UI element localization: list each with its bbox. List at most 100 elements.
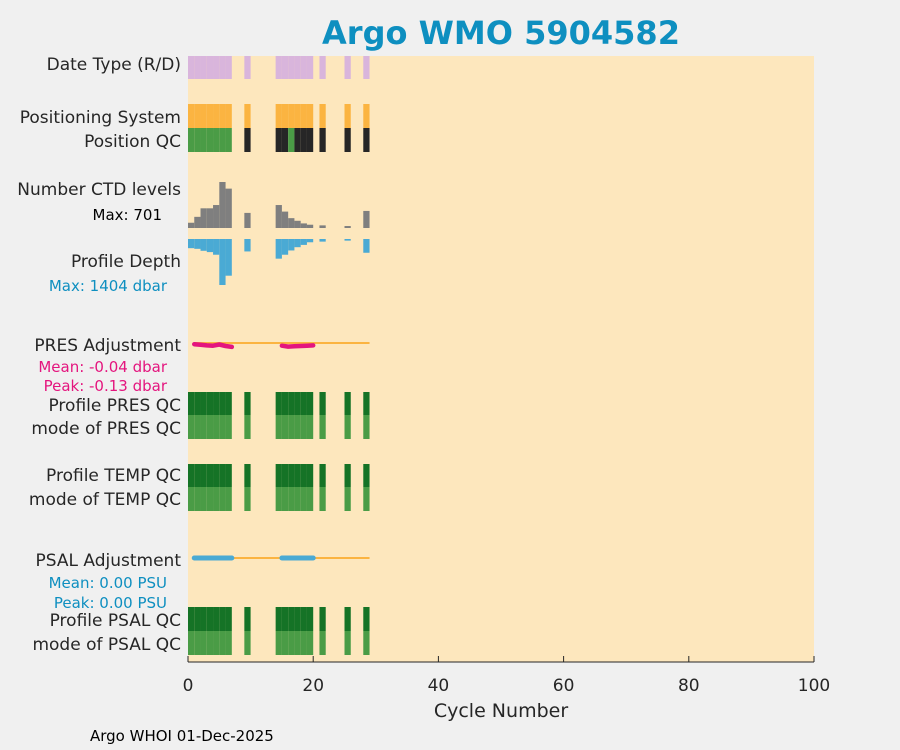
mode-temp-qc-bar bbox=[206, 487, 214, 511]
date-type-bar bbox=[275, 56, 282, 79]
mode-temp-qc-bar bbox=[219, 487, 226, 511]
ctd-level-bar bbox=[206, 208, 214, 228]
profile-depth-bar bbox=[344, 239, 351, 241]
mode-pres-qc-bar bbox=[344, 415, 351, 439]
mode-psal-qc-bar bbox=[219, 631, 226, 655]
mode-temp-qc-bar bbox=[363, 487, 370, 511]
mode-pres-qc-bar bbox=[306, 415, 314, 439]
ctd-level-bar bbox=[200, 208, 207, 228]
profile-psal-qc-bar bbox=[294, 607, 301, 631]
ctd-level-bar bbox=[188, 222, 195, 228]
date-type-bar bbox=[225, 56, 232, 79]
profile-depth-bar bbox=[206, 239, 214, 253]
mode-pres-qc-bar bbox=[194, 415, 201, 439]
profile-pres-qc-bar bbox=[219, 392, 226, 415]
profile-psal-qc-bar bbox=[363, 607, 370, 631]
mode-temp-qc-bar bbox=[188, 487, 195, 511]
profile-psal-qc-bar bbox=[213, 607, 220, 631]
positioning-bar bbox=[213, 104, 220, 128]
date-type-bar bbox=[363, 56, 370, 79]
mode-temp-qc-bar bbox=[319, 487, 326, 511]
profile-temp-qc-bar bbox=[219, 464, 226, 487]
date-type-bar bbox=[194, 56, 201, 79]
row-label-ctd-levels: Number CTD levels bbox=[17, 180, 181, 200]
mode-psal-qc-bar bbox=[288, 631, 295, 655]
profile-depth-bar bbox=[219, 239, 226, 285]
ctd-level-bar bbox=[225, 188, 232, 228]
mode-psal-qc-bar bbox=[306, 631, 314, 655]
mode-psal-qc-bar bbox=[188, 631, 195, 655]
position-qc-bar bbox=[244, 128, 251, 152]
positioning-bar bbox=[294, 104, 301, 128]
position-qc-bar bbox=[281, 128, 289, 152]
x-tick-label: 20 bbox=[302, 676, 324, 696]
psal-mean-note: Mean: 0.00 PSU bbox=[49, 574, 167, 592]
profile-pres-qc-bar bbox=[244, 392, 251, 415]
profile-temp-qc-bar bbox=[225, 464, 232, 487]
position-qc-bar bbox=[288, 128, 295, 152]
mode-pres-qc-bar bbox=[275, 415, 282, 439]
positioning-bar bbox=[200, 104, 207, 128]
profile-temp-qc-bar bbox=[188, 464, 195, 487]
positioning-bar bbox=[344, 104, 351, 128]
profile-depth-bar bbox=[319, 239, 326, 242]
mode-psal-qc-bar bbox=[275, 631, 282, 655]
date-type-bar bbox=[200, 56, 207, 79]
profile-pres-qc-bar bbox=[275, 392, 282, 415]
profile-pres-qc-bar bbox=[319, 392, 326, 415]
x-axis: 0 20 40 60 80 100 bbox=[183, 656, 830, 696]
row-label-position-qc: Position QC bbox=[84, 132, 181, 152]
ctd-level-bar bbox=[213, 205, 220, 228]
profile-depth-bar bbox=[213, 239, 220, 255]
profile-depth-bar bbox=[300, 239, 307, 245]
row-label-mode-psal-qc: mode of PSAL QC bbox=[32, 635, 181, 655]
x-tick-label: 40 bbox=[428, 676, 450, 696]
mode-pres-qc-bar bbox=[363, 415, 370, 439]
date-type-bar bbox=[213, 56, 220, 79]
date-type-bar bbox=[206, 56, 214, 79]
profile-pres-qc-bar bbox=[344, 392, 351, 415]
mode-pres-qc-bar bbox=[219, 415, 226, 439]
profile-temp-qc-bar bbox=[344, 464, 351, 487]
ctd-level-bar bbox=[244, 212, 251, 228]
mode-pres-qc-bar bbox=[213, 415, 220, 439]
profile-temp-qc-bar bbox=[200, 464, 207, 487]
row-label-psal-adjustment: PSAL Adjustment bbox=[36, 551, 182, 571]
positioning-bar bbox=[206, 104, 214, 128]
mode-temp-qc-bar bbox=[288, 487, 295, 511]
position-qc-bar bbox=[306, 128, 314, 152]
position-qc-bar bbox=[188, 128, 195, 152]
profile-pres-qc-bar bbox=[363, 392, 370, 415]
positioning-bar bbox=[306, 104, 314, 128]
row-label-profile-depth: Profile Depth bbox=[71, 252, 181, 272]
footer-credit: Argo WHOI 01-Dec-2025 bbox=[90, 727, 274, 745]
profile-psal-qc-bar bbox=[344, 607, 351, 631]
profile-pres-qc-bar bbox=[294, 392, 301, 415]
profile-depth-bar bbox=[275, 239, 282, 259]
mode-pres-qc-bar bbox=[300, 415, 307, 439]
profile-pres-qc-bar bbox=[213, 392, 220, 415]
mode-psal-qc-bar bbox=[300, 631, 307, 655]
pres-adjustment-series bbox=[279, 343, 316, 349]
row-label-profile-pres-qc: Profile PRES QC bbox=[48, 396, 181, 416]
mode-temp-qc-bar bbox=[225, 487, 232, 511]
chart-title: Argo WMO 5904582 bbox=[322, 14, 680, 52]
positioning-bar bbox=[363, 104, 370, 128]
mode-pres-qc-bar bbox=[244, 415, 251, 439]
mode-psal-qc-bar bbox=[319, 631, 326, 655]
ctd-level-bar bbox=[294, 220, 301, 228]
date-type-bar bbox=[306, 56, 314, 79]
date-type-bar bbox=[288, 56, 295, 79]
profile-depth-bar bbox=[244, 239, 251, 252]
position-qc-bar bbox=[194, 128, 201, 152]
x-axis-label: Cycle Number bbox=[434, 700, 568, 722]
mode-temp-qc-bar bbox=[294, 487, 301, 511]
profile-pres-qc-bar bbox=[206, 392, 214, 415]
mode-pres-qc-bar bbox=[200, 415, 207, 439]
positioning-bar bbox=[194, 104, 201, 128]
position-qc-bar bbox=[225, 128, 232, 152]
mode-temp-qc-bar bbox=[344, 487, 351, 511]
ctd-level-bar bbox=[363, 210, 370, 228]
date-type-bar bbox=[300, 56, 307, 79]
